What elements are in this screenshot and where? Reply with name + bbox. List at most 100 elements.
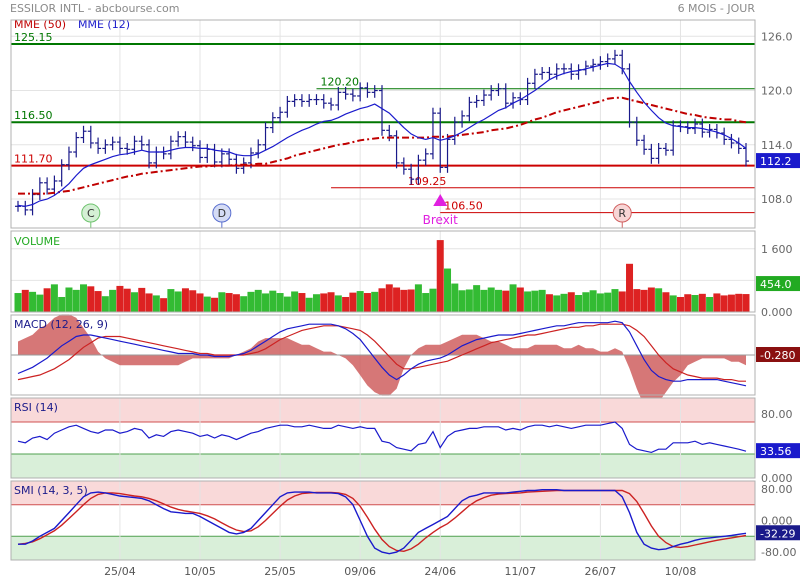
volume-bar (50, 284, 58, 312)
volume-bar (14, 293, 22, 312)
volume-bar (218, 292, 226, 312)
smi-y-tick-label: 80.00 (761, 483, 793, 496)
volume-bar (138, 287, 146, 312)
smi-y-tick-label: -80.00 (761, 546, 796, 559)
volume-bar (116, 285, 124, 312)
volume-bar (647, 287, 655, 312)
volume-bar (87, 286, 95, 312)
volume-bar (225, 293, 233, 312)
volume-bar (538, 289, 546, 312)
volume-bar (152, 295, 160, 312)
macd-signal-line (17, 323, 746, 382)
rsi-last-value: 33.56 (760, 445, 792, 458)
volume-title: VOLUME (14, 235, 60, 248)
volume-bar (123, 288, 131, 312)
level-label-125.15: 125.15 (14, 31, 53, 44)
volume-bar (473, 285, 481, 312)
volume-bar (698, 293, 706, 312)
price-y-tick-label: 114.0 (761, 139, 793, 152)
volume-bar (444, 268, 452, 312)
volume-bar (43, 288, 51, 312)
volume-y-tick-label: 1 600 (761, 243, 793, 256)
smi-zone (11, 481, 755, 505)
rsi-zone (11, 398, 755, 422)
x-tick-label: 10/08 (665, 565, 697, 578)
price-last-value-bg (756, 153, 800, 169)
rsi-zone (11, 454, 755, 478)
volume-bar (283, 296, 291, 312)
price-y-tick-label: 126.0 (761, 30, 793, 43)
volume-bar (742, 294, 750, 312)
volume-bar (560, 293, 568, 312)
smi-last-value-bg (756, 525, 800, 541)
volume-bar (713, 293, 721, 312)
volume-bar (94, 291, 102, 312)
volume-last-value-bg (756, 276, 800, 292)
x-tick-label: 11/07 (504, 565, 536, 578)
rsi-line (17, 421, 747, 454)
volume-bar (72, 289, 80, 312)
volume-bar (727, 294, 735, 312)
volume-bar (145, 293, 153, 312)
volume-bar (553, 295, 561, 312)
x-tick-label: 09/06 (344, 565, 376, 578)
volume-bar (130, 292, 138, 312)
volume-last-value: 454.0 (760, 278, 792, 291)
event-marker-label: D (218, 207, 226, 220)
volume-bar (502, 290, 510, 312)
volume-bar (626, 263, 634, 312)
smi-y-tick-label: 0.000 (761, 515, 793, 528)
volume-bar (349, 292, 357, 312)
smi-zone (11, 536, 755, 560)
volume-bar (414, 284, 422, 312)
mme50-line (18, 96, 747, 195)
volume-bar (494, 289, 502, 312)
macd-last-value-bg (756, 347, 800, 362)
volume-bar (596, 293, 604, 312)
chart-source-title: ESSILOR INTL - abcbourse.com (10, 2, 180, 15)
volume-bar (655, 288, 663, 312)
volume-bar (240, 296, 248, 312)
volume-bar (320, 293, 328, 312)
brexit-arrow-icon (433, 194, 448, 206)
volume-bar (371, 291, 379, 312)
volume-bar (458, 290, 466, 312)
x-tick-label: 25/05 (264, 565, 296, 578)
rsi-last-value-bg (756, 443, 800, 459)
rsi-title: RSI (14) (14, 401, 58, 414)
volume-bar (109, 289, 117, 312)
macd-panel-frame (10, 314, 756, 396)
volume-bar (254, 289, 262, 312)
volume-bar (385, 284, 393, 312)
smi-panel-frame (10, 480, 756, 561)
price-y-tick-label: 108.0 (761, 193, 793, 206)
volume-bar (509, 284, 517, 312)
level-label-111.70: 111.70 (14, 153, 53, 166)
x-tick-label: 25/04 (104, 565, 136, 578)
volume-bar (262, 293, 270, 312)
volume-bar (65, 287, 73, 312)
volume-bar (524, 291, 532, 312)
volume-bar (203, 296, 211, 312)
event-marker-label: R (618, 207, 626, 220)
volume-y-tick-label: 0.000 (761, 306, 793, 319)
chart-period-label: 6 MOIS - JOUR (677, 2, 755, 15)
macd-title: MACD (12, 26, 9) (14, 318, 108, 331)
volume-bar (436, 240, 444, 312)
volume-bar (58, 296, 66, 312)
level-label-109.25: 109.25 (408, 175, 447, 188)
volume-bar (516, 287, 524, 312)
smi-last-value: -32.29 (760, 527, 795, 540)
volume-bar (582, 292, 590, 312)
volume-bar (487, 287, 495, 312)
volume-bar (342, 296, 350, 312)
level-label-116.50: 116.50 (14, 109, 53, 122)
macd-last-value: -0.280 (760, 349, 795, 362)
volume-bar (80, 284, 88, 312)
volume-bar (422, 293, 430, 312)
volume-bar (181, 288, 189, 312)
volume-bar (400, 289, 408, 312)
volume-bar (618, 291, 626, 312)
